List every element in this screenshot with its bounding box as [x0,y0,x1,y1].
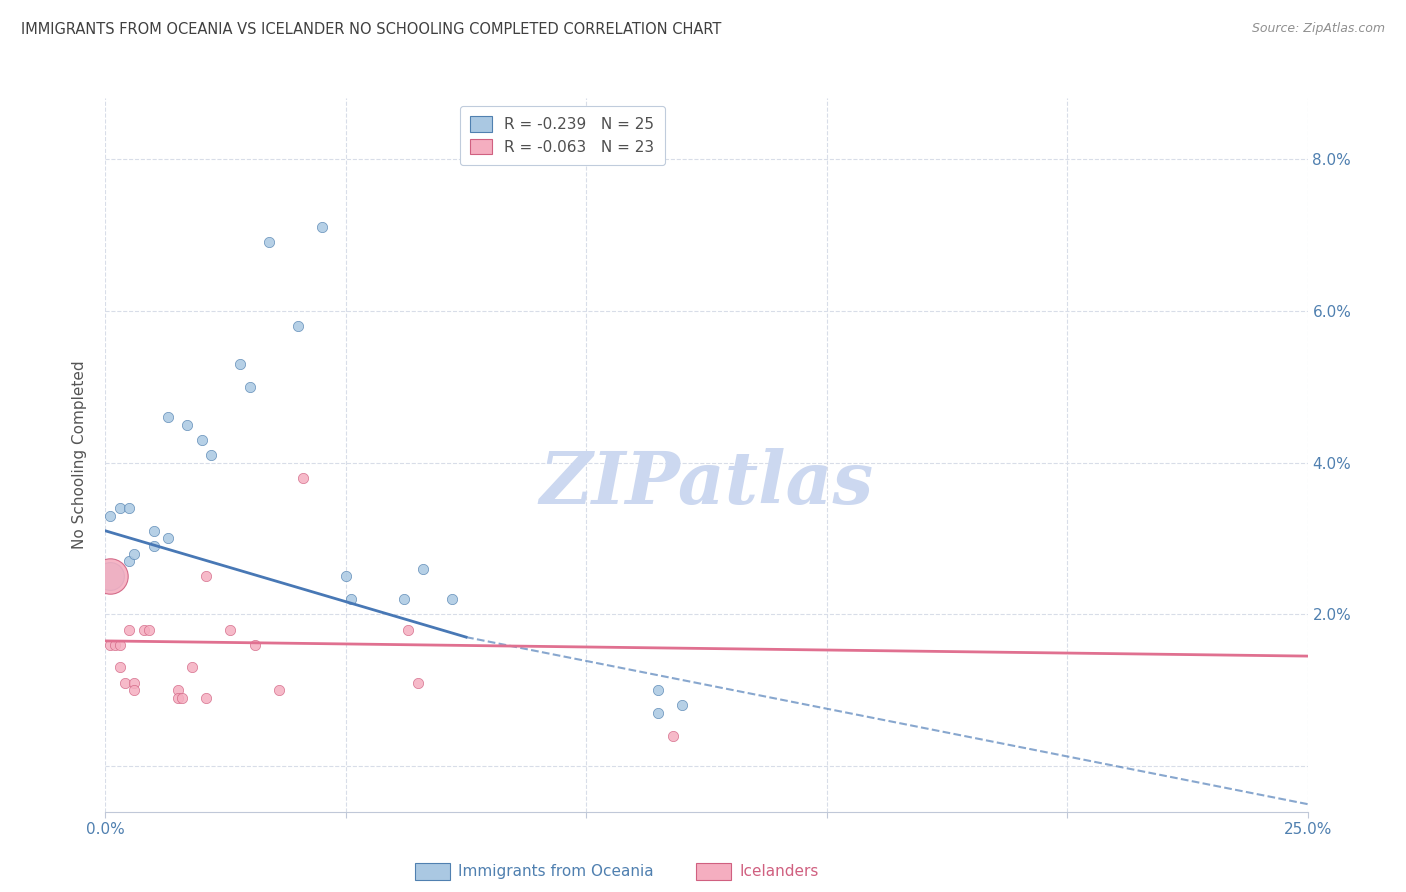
Point [124,547,146,561]
Point [239,379,262,393]
Point [114,675,136,690]
Point [166,690,188,705]
Point [124,675,146,690]
Point [267,683,290,698]
Point [190,433,212,447]
Point [195,690,218,705]
Point [108,638,131,652]
Point [339,592,361,607]
Point [176,417,198,432]
Text: Source: ZipAtlas.com: Source: ZipAtlas.com [1251,22,1385,36]
Point [166,683,188,698]
Point [172,690,194,705]
Point [406,675,429,690]
Point [104,638,127,652]
Text: ZIPatlas: ZIPatlas [540,448,873,519]
Point [156,532,179,546]
Point [243,638,266,652]
Point [335,569,357,583]
Point [118,623,141,637]
Point [287,318,309,333]
Text: IMMIGRANTS FROM OCEANIA VS ICELANDER NO SCHOOLING COMPLETED CORRELATION CHART: IMMIGRANTS FROM OCEANIA VS ICELANDER NO … [21,22,721,37]
Point [181,660,204,674]
Y-axis label: No Schooling Completed: No Schooling Completed [72,360,87,549]
Point [98,508,121,523]
Text: Immigrants from Oceania: Immigrants from Oceania [458,864,654,879]
Point [219,623,242,637]
Point [647,683,669,698]
Point [156,409,179,424]
Point [671,698,693,713]
Point [396,623,419,637]
Point [311,220,333,235]
Point [662,729,685,743]
Point [98,638,121,652]
Point [124,683,146,698]
Text: Icelanders: Icelanders [740,864,818,879]
Point [142,539,165,553]
Point [200,448,222,462]
Point [118,501,141,516]
Point [229,357,252,371]
Point [138,623,160,637]
Point [98,569,121,583]
Legend: R = -0.239   N = 25, R = -0.063   N = 23: R = -0.239 N = 25, R = -0.063 N = 23 [460,106,665,165]
Point [108,660,131,674]
Point [392,592,415,607]
Point [440,592,463,607]
Point [291,471,314,485]
Point [98,569,121,583]
Point [118,554,141,568]
Point [142,524,165,538]
Point [195,569,218,583]
Point [412,562,434,576]
Point [108,501,131,516]
Point [132,623,155,637]
Point [257,235,280,250]
Point [647,706,669,720]
